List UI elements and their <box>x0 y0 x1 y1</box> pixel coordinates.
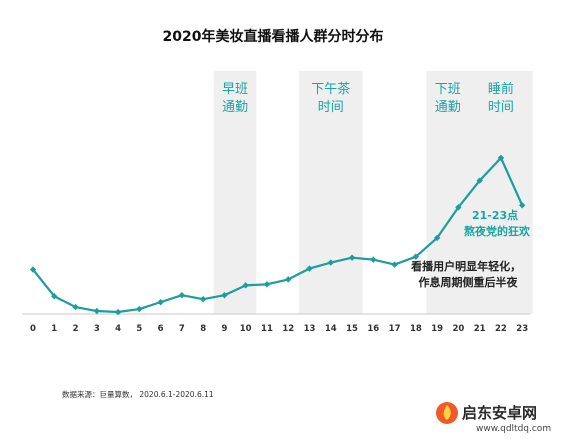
data-point <box>136 305 143 313</box>
x-tick-label: 7 <box>179 324 185 334</box>
x-tick-label: 21 <box>474 324 486 334</box>
band-label-line: 睡前 <box>488 81 514 97</box>
data-point <box>242 282 249 289</box>
x-tick-label: 9 <box>221 324 227 334</box>
x-tick-label: 12 <box>282 324 294 334</box>
x-tick-label: 1 <box>51 324 57 334</box>
x-tick-label: 13 <box>304 324 316 334</box>
x-tick-label: 4 <box>115 324 121 334</box>
data-point <box>476 177 483 184</box>
data-point <box>519 202 526 209</box>
data-point <box>370 256 377 263</box>
band-label-line: 下午茶 <box>311 81 350 97</box>
band-label: 下午茶时间 <box>311 81 350 115</box>
data-point <box>157 298 164 306</box>
x-tick-label: 10 <box>240 324 252 334</box>
data-point <box>51 293 58 300</box>
x-tick-label: 20 <box>452 324 464 334</box>
x-tick-label: 5 <box>136 324 142 334</box>
band-label: 睡前时间 <box>488 81 514 115</box>
data-point <box>412 253 420 260</box>
x-axis-ticks: 0 1 2 3 4 5 6 7 8 9 10 11 12 13 14 15 16 17 18 19 20 21 22 23 <box>30 324 528 334</box>
series-line <box>32 156 524 314</box>
band-label: 下班通勤 <box>435 82 461 115</box>
data-source-note: 数据来源：巨量算数， 2020.6.1-2020.6.11 <box>62 389 214 399</box>
highlight-band <box>426 71 470 314</box>
band-label: 早班通勤 <box>222 82 248 115</box>
band-label-line: 通勤 <box>222 100 248 115</box>
watermark: 启东安卓网 www.qdltdq.com <box>436 402 551 434</box>
data-point <box>221 292 228 299</box>
data-point <box>114 308 122 316</box>
highlight-bands: 早班通勤 下午茶时间 下班通勤 睡前时间 <box>213 71 533 314</box>
x-tick-label: 19 <box>431 324 443 334</box>
peak-annotation: 21-23点 熬夜党的狂欢 <box>464 208 531 238</box>
data-point <box>263 281 271 288</box>
peak-annotation-line2: 熬夜党的狂欢 <box>464 224 531 238</box>
x-tick-label: 3 <box>94 324 100 334</box>
data-point <box>497 154 505 162</box>
data-point <box>391 261 398 268</box>
data-point <box>433 234 441 242</box>
highlight-band <box>213 71 257 314</box>
x-tick-label: 6 <box>158 324 164 334</box>
highlight-band <box>298 71 363 314</box>
watermark-text: 启东安卓网 <box>462 404 537 422</box>
series-line-group <box>29 154 526 316</box>
band-label-line: 时间 <box>488 100 514 115</box>
x-tick-label: 11 <box>261 324 273 334</box>
data-point <box>348 254 356 261</box>
band-label-line: 下班 <box>435 82 461 97</box>
x-tick-label: 17 <box>389 324 401 334</box>
x-tick-label: 22 <box>495 324 507 334</box>
data-point <box>306 265 313 272</box>
data-point <box>93 307 101 315</box>
fire-logo-flame <box>443 405 451 420</box>
trend-annotation-line2: 作息周期侧重后半夜 <box>419 275 519 289</box>
x-tick-label: 0 <box>30 324 36 334</box>
peak-annotation-line1: 21-23点 <box>472 208 518 222</box>
band-label-line: 早班 <box>222 82 248 97</box>
data-point <box>29 266 37 273</box>
chart-title: 2020年美妆直播看播人群分时分布 <box>163 28 384 45</box>
highlight-band <box>469 71 533 314</box>
data-point <box>285 276 292 283</box>
watermark-url: www.qdltdq.com <box>476 424 551 434</box>
data-point <box>178 292 186 299</box>
band-label-line: 通勤 <box>435 100 461 115</box>
data-point <box>327 259 334 266</box>
x-tick-label: 23 <box>516 324 528 334</box>
data-point <box>199 295 207 303</box>
x-tick-label: 16 <box>367 324 379 334</box>
data-point <box>455 204 462 211</box>
band-label-line: 时间 <box>318 100 344 115</box>
x-tick-label: 15 <box>346 324 358 334</box>
x-tick-label: 2 <box>73 324 79 334</box>
x-tick-label: 8 <box>200 324 206 334</box>
trend-annotation: 看播用户明显年轻化， 作息周期侧重后半夜 <box>411 259 525 289</box>
data-point <box>72 303 79 311</box>
trend-annotation-line1: 看播用户明显年轻化， <box>411 259 521 273</box>
x-tick-label: 14 <box>325 324 337 334</box>
x-tick-label: 18 <box>410 324 422 334</box>
